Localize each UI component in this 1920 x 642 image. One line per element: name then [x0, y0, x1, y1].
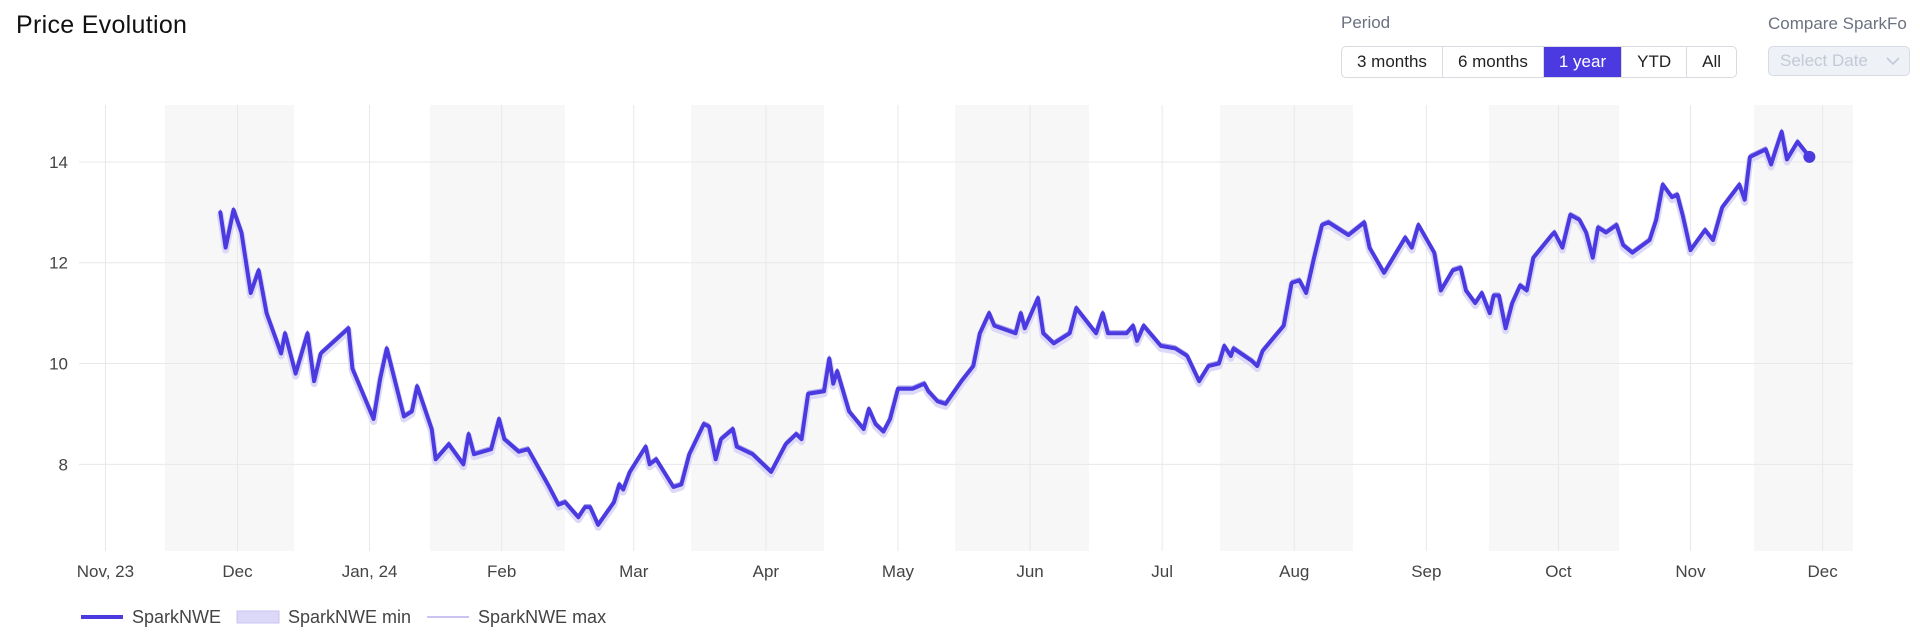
period-button[interactable]: 3 months — [1357, 52, 1427, 71]
period-button[interactable]: 1 year — [1542, 47, 1622, 77]
date-select[interactable]: Select Date — [1768, 46, 1910, 76]
series-line — [218, 129, 1812, 527]
x-tick-label: Nov — [1675, 562, 1706, 581]
legend-label: SparkNWE max — [478, 607, 606, 627]
x-tick-label: Apr — [753, 562, 780, 581]
x-tick-label: Mar — [619, 562, 649, 581]
chevron-icon — [1886, 57, 1900, 66]
page-title: Price Evolution — [16, 11, 188, 39]
x-tick-label: Sep — [1411, 562, 1441, 581]
shaded-band — [1489, 105, 1619, 551]
period-label: Period — [1341, 13, 1391, 32]
date-select-placeholder: Select Date — [1780, 51, 1868, 70]
x-tick-label: Dec — [222, 562, 253, 581]
period-button[interactable]: 6 months — [1441, 47, 1543, 77]
y-tick-label: 12 — [49, 254, 68, 273]
x-tick-label: Aug — [1279, 562, 1309, 581]
legend: SparkNWE SparkNWE min SparkNWE max — [81, 607, 606, 627]
period-button[interactable]: All — [1686, 47, 1736, 77]
y-tick-label: 14 — [49, 153, 68, 172]
x-tick-label: May — [882, 562, 915, 581]
x-tick-label: Dec — [1808, 562, 1839, 581]
y-tick-label: 8 — [59, 455, 68, 474]
shaded-band — [1754, 105, 1853, 551]
legend-label: SparkNWE — [132, 607, 221, 627]
legend-label: SparkNWE min — [288, 607, 411, 627]
period-button[interactable]: YTD — [1621, 47, 1686, 77]
x-tick-label: Jul — [1151, 562, 1173, 581]
end-marker — [1803, 150, 1816, 163]
compare-label: Compare SparkFo — [1768, 14, 1907, 33]
x-tick-label: Nov, 23 — [77, 562, 134, 581]
legend-swatch — [236, 610, 280, 624]
x-tick-label: Jan, 24 — [342, 562, 398, 581]
period-selector: 3 months 6 months 1 year YTD All — [1341, 46, 1738, 78]
y-tick-label: 10 — [49, 355, 68, 374]
x-tick-label: Oct — [1545, 562, 1572, 581]
shaded-band — [691, 105, 824, 551]
x-tick-label: Jun — [1016, 562, 1043, 581]
x-tick-label: Feb — [487, 562, 516, 581]
chart: 8 10 12 14 Nov, 23 Dec Jan, 24 Feb Mar Apr May Jun J… — [49, 105, 1853, 627]
